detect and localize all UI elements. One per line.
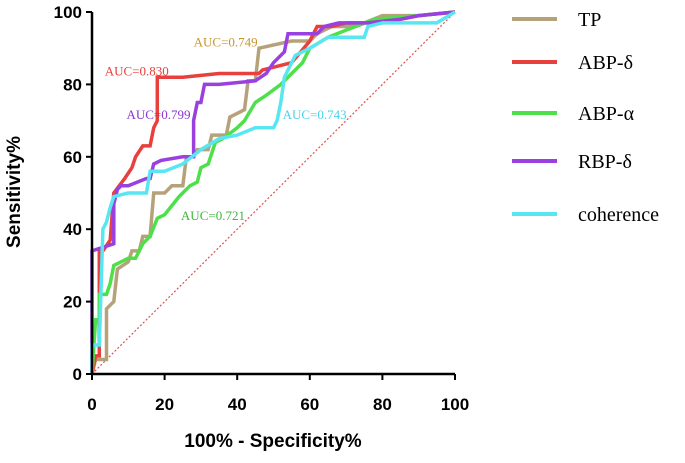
legend-label-abp-alpha: ABP-α [578, 103, 635, 125]
y-tick-label: 0 [73, 365, 82, 384]
auc-label-abp-delta: AUC=0.830 [105, 63, 169, 78]
legend-label-coherence: coherence [578, 204, 659, 226]
x-tick-label: 20 [155, 395, 174, 414]
x-tick-label: 0 [87, 395, 96, 414]
series-line-abp-alpha [90, 10, 456, 375]
x-tick-label: 100 [441, 395, 469, 414]
y-tick-label: 20 [63, 293, 82, 312]
auc-label-rbp-delta: AUC=0.799 [126, 107, 190, 122]
y-tick-label: 60 [63, 148, 82, 167]
x-axis-title: 100% - Specificity% [184, 431, 362, 452]
legend-label-abp-delta: ABP-δ [578, 52, 633, 74]
y-tick-label: 40 [63, 220, 82, 239]
x-tick-label: 40 [228, 395, 247, 414]
x-tick-label: 80 [373, 395, 392, 414]
auc-label-tp: AUC=0.749 [194, 34, 258, 49]
y-axis-title: Sensitivity% [4, 136, 25, 248]
auc-label-coherence: AUC=0.743 [283, 107, 347, 122]
legend-label-tp: TP [578, 9, 601, 31]
auc-label-abp-alpha: AUC=0.721 [181, 208, 245, 223]
y-tick-label: 100 [54, 3, 82, 22]
reference-diagonal-line [91, 11, 456, 375]
series-line-rbp-delta [90, 10, 456, 374]
x-tick-label: 60 [300, 395, 319, 414]
series-line-coherence [90, 10, 456, 374]
y-tick-label: 80 [63, 75, 82, 94]
legend-label-rbp-delta: RBP-δ [578, 151, 632, 173]
